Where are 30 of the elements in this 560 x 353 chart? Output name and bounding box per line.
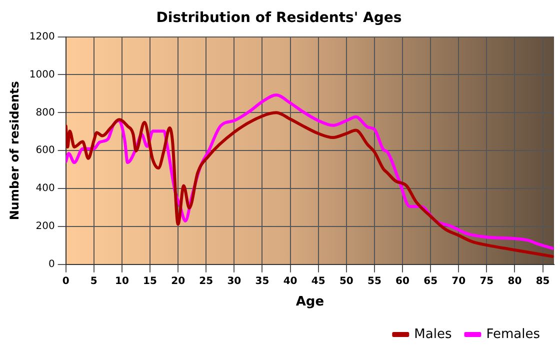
y-tick-label: 0 bbox=[48, 258, 55, 270]
x-tick-label: 80 bbox=[508, 276, 522, 287]
y-tick-label: 600 bbox=[36, 145, 55, 156]
x-tick-label: 45 bbox=[311, 276, 326, 287]
x-tick-label: 40 bbox=[283, 276, 298, 287]
y-axis-title: Number of residents bbox=[7, 81, 22, 220]
x-tick-label: 10 bbox=[115, 276, 129, 287]
x-tick-label: 25 bbox=[199, 276, 214, 287]
x-tick-label: 85 bbox=[536, 276, 550, 287]
x-tick-label: 15 bbox=[143, 276, 158, 287]
x-tick-label: 35 bbox=[255, 276, 270, 287]
chart-title: Distribution of Residents' Ages bbox=[156, 10, 402, 26]
x-tick-label: 50 bbox=[339, 276, 354, 287]
x-tick-label: 65 bbox=[424, 276, 438, 287]
x-tick-label: 55 bbox=[367, 276, 382, 287]
y-tick-label: 1000 bbox=[29, 69, 55, 80]
x-tick-label: 0 bbox=[62, 276, 70, 287]
y-tick-label: 400 bbox=[36, 183, 55, 194]
x-axis-title: Age bbox=[296, 294, 324, 310]
x-tick-label: 20 bbox=[171, 276, 186, 287]
x-tick-label: 30 bbox=[227, 276, 242, 287]
y-tick-label: 1200 bbox=[29, 31, 55, 42]
x-tick-label: 75 bbox=[480, 276, 494, 287]
x-tick-label: 70 bbox=[452, 276, 466, 287]
x-tick-label: 5 bbox=[90, 276, 98, 287]
y-tick-label: 200 bbox=[36, 221, 55, 232]
legend-label: Males bbox=[414, 326, 452, 342]
x-tick-label: 60 bbox=[396, 276, 410, 287]
y-tick-label: 800 bbox=[36, 107, 55, 118]
legend-label: Females bbox=[486, 326, 540, 342]
